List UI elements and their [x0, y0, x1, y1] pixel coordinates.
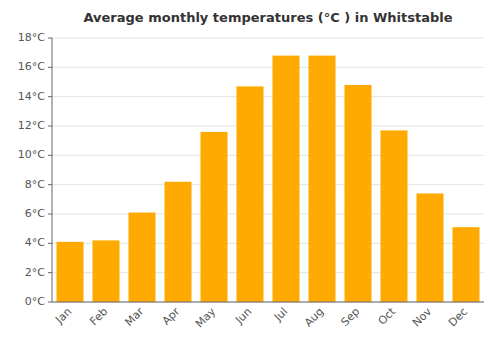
chart: 0°C 2°C 4°C 6°C 8°C 10°C 12°C 14°C 16°C 18°C Jan Fe… — [0, 0, 500, 350]
y-tick — [48, 214, 52, 215]
y-tick-label: 8°C — [25, 178, 45, 191]
x-tick-label: Jan — [52, 305, 74, 327]
x-tick-label: Sep — [338, 305, 362, 329]
y-tick — [48, 96, 52, 97]
y-tick-label: 18°C — [18, 31, 45, 44]
bar — [201, 132, 228, 302]
bar — [129, 213, 156, 302]
y-tick — [48, 155, 52, 156]
x-axis-line — [52, 302, 484, 303]
x-tick-label: Feb — [87, 305, 110, 328]
x-tick-label: Jul — [271, 305, 290, 324]
bar — [417, 193, 444, 302]
y-tick — [48, 67, 52, 68]
y-tick-label: 10°C — [18, 148, 45, 161]
bar — [237, 86, 264, 302]
x-axis: Jan Feb Mar Apr May Jun Jul Aug Sep Oct Nov Dec — [52, 305, 470, 331]
grid-line — [52, 155, 484, 156]
title: Average monthly temperatures (°C ) in Wh… — [83, 10, 452, 25]
bar — [57, 242, 84, 302]
x-tick-label: Nov — [410, 305, 435, 330]
y-tick-label: 14°C — [18, 90, 45, 103]
y-tick-label: 6°C — [25, 207, 45, 220]
y-tick — [48, 184, 52, 185]
bar — [165, 182, 192, 302]
grid — [52, 38, 484, 302]
x-tick-label: Mar — [122, 305, 146, 329]
x-tick-label: Aug — [302, 305, 326, 329]
grid-line — [52, 302, 484, 303]
grid-line — [52, 38, 484, 39]
y-tick — [48, 243, 52, 244]
y-tick-label: 0°C — [25, 295, 45, 308]
grid-line — [52, 184, 484, 185]
grid-line — [52, 96, 484, 97]
bar — [381, 130, 408, 302]
bar — [309, 56, 336, 302]
x-tick-label: Oct — [376, 305, 399, 328]
y-tick-label: 16°C — [18, 60, 45, 73]
grid-line — [52, 67, 484, 68]
bar — [453, 227, 480, 302]
y-tick-label: 2°C — [25, 266, 45, 279]
bar — [93, 240, 120, 302]
y-tick — [48, 126, 52, 127]
y-tick — [48, 38, 52, 39]
bar — [345, 85, 372, 302]
x-tick-label: May — [193, 305, 219, 331]
x-tick-label: Jun — [232, 305, 254, 327]
y-axis-line — [52, 38, 53, 302]
x-tick-label: Dec — [446, 305, 470, 329]
y-tick — [48, 272, 52, 273]
y-tick-label: 4°C — [25, 236, 45, 249]
grid-line — [52, 126, 484, 127]
x-tick-label: Apr — [160, 305, 183, 328]
y-axis: 0°C 2°C 4°C 6°C 8°C 10°C 12°C 14°C 16°C 18°C — [18, 31, 52, 308]
bar — [273, 56, 300, 302]
y-tick-label: 12°C — [18, 119, 45, 132]
chart-container: 0°C 2°C 4°C 6°C 8°C 10°C 12°C 14°C 16°C 18°C Jan Fe… — [0, 0, 500, 350]
bars — [57, 56, 480, 302]
y-tick — [48, 302, 52, 303]
